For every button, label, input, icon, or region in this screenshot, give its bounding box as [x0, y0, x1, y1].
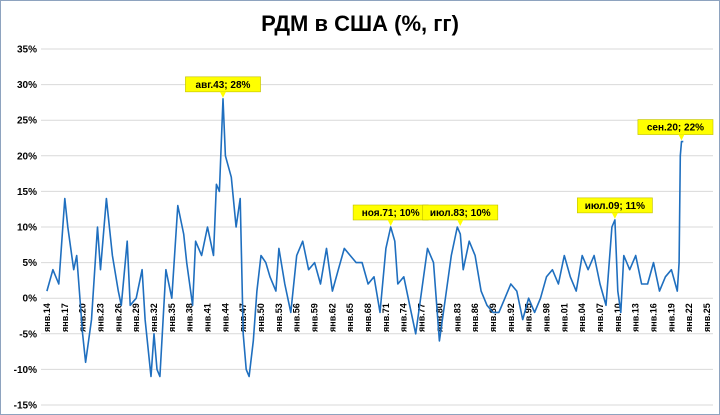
y-tick-label: 5% — [23, 258, 38, 269]
annotation-label: ноя.71; 10% — [362, 208, 420, 219]
chart-title: РДМ в США (%, гг) — [261, 11, 459, 36]
annotation-pointer — [678, 134, 685, 141]
annotation-label: сен.20; 22% — [647, 123, 704, 134]
x-tick-label: янв.62 — [327, 303, 337, 332]
x-tick-label: янв.14 — [42, 303, 52, 332]
y-tick-label: 30% — [17, 80, 37, 91]
y-tick-label: 20% — [17, 151, 37, 162]
x-tick-label: янв.92 — [506, 303, 516, 332]
series-group — [46, 98, 684, 378]
x-tick-label: янв.65 — [345, 303, 355, 332]
x-tick-label: янв.23 — [95, 303, 105, 332]
x-tick-label: янв.53 — [274, 303, 284, 332]
x-tick-label: янв.80 — [434, 303, 444, 332]
x-tick-label: янв.89 — [488, 303, 498, 332]
x-tick-label: янв.59 — [310, 303, 320, 332]
y-tick-label: -15% — [14, 401, 37, 412]
x-tick-label: янв.50 — [256, 303, 266, 332]
x-tick-label: янв.56 — [292, 303, 302, 332]
x-tick-label: янв.10 — [613, 303, 623, 332]
x-tick-label: янв.13 — [631, 303, 641, 332]
gridlines — [41, 48, 713, 406]
x-tick-label: янв.17 — [60, 303, 70, 332]
x-tick-label: янв.32 — [149, 303, 159, 332]
annotation-pointer — [387, 220, 394, 226]
x-tick-label: янв.95 — [524, 303, 534, 332]
x-tick-label: янв.44 — [220, 303, 230, 332]
annotation-pointer — [457, 220, 464, 226]
annotation: авг.43; 28% — [185, 76, 261, 98]
x-tick-label: янв.07 — [595, 303, 605, 332]
annotation: ноя.71; 10% — [352, 204, 429, 226]
x-tick-label: янв.35 — [167, 303, 177, 332]
y-tick-label: -10% — [14, 365, 37, 376]
y-tick-label: 10% — [17, 223, 37, 234]
x-tick-label: янв.16 — [649, 303, 659, 332]
x-tick-label: янв.29 — [131, 303, 141, 332]
x-tick-label: янв.86 — [470, 303, 480, 332]
x-tick-label: янв.22 — [684, 303, 694, 332]
annotation-box — [637, 119, 714, 135]
x-tick-label: янв.01 — [559, 303, 569, 332]
x-tick-label: янв.25 — [702, 303, 712, 332]
annotation-label: авг.43; 28% — [196, 80, 251, 91]
x-tick-label: янв.26 — [113, 303, 123, 332]
y-tick-label: -5% — [19, 329, 37, 340]
x-tick-label: янв.20 — [78, 303, 88, 332]
y-tick-label: 35% — [17, 45, 37, 56]
y-tick-label: 15% — [17, 187, 37, 198]
annotation-pointer — [219, 91, 226, 98]
y-tick-label: 0% — [23, 294, 38, 305]
x-tick-label: янв.98 — [541, 303, 551, 332]
x-axis-ticks: янв.14 янв.17 янв.20 янв.23 янв.26 янв.29 янв.… — [42, 303, 712, 332]
x-tick-label: янв.77 — [417, 303, 427, 332]
annotation-label: июл.09; 11% — [585, 201, 645, 212]
x-tick-label: янв.41 — [203, 303, 213, 332]
x-tick-label: янв.68 — [363, 303, 373, 332]
annotations-group: авг.43; 28% ноя.71; 10% июл.83; 10% июл.09;… — [185, 76, 714, 226]
annotation: июл.09; 11% — [577, 197, 653, 219]
x-tick-label: янв.19 — [666, 303, 676, 332]
x-tick-label: янв.71 — [381, 303, 391, 332]
y-tick-label: 25% — [17, 116, 37, 127]
y-axis-ticks: 35% 30% 25% 20% 15% 10% 5% 0% -5% -10% -15% — [14, 45, 37, 412]
annotation-label: июл.83; 10% — [430, 208, 491, 219]
x-tick-label: янв.38 — [185, 303, 195, 332]
annotation-pointer — [611, 212, 618, 219]
annotation: июл.83; 10% — [422, 204, 499, 226]
x-tick-label: янв.04 — [577, 303, 587, 332]
x-tick-label: янв.74 — [399, 303, 409, 332]
x-tick-label: янв.83 — [452, 303, 462, 332]
annotation: сен.20; 22% — [637, 119, 714, 141]
series-line — [46, 98, 684, 378]
